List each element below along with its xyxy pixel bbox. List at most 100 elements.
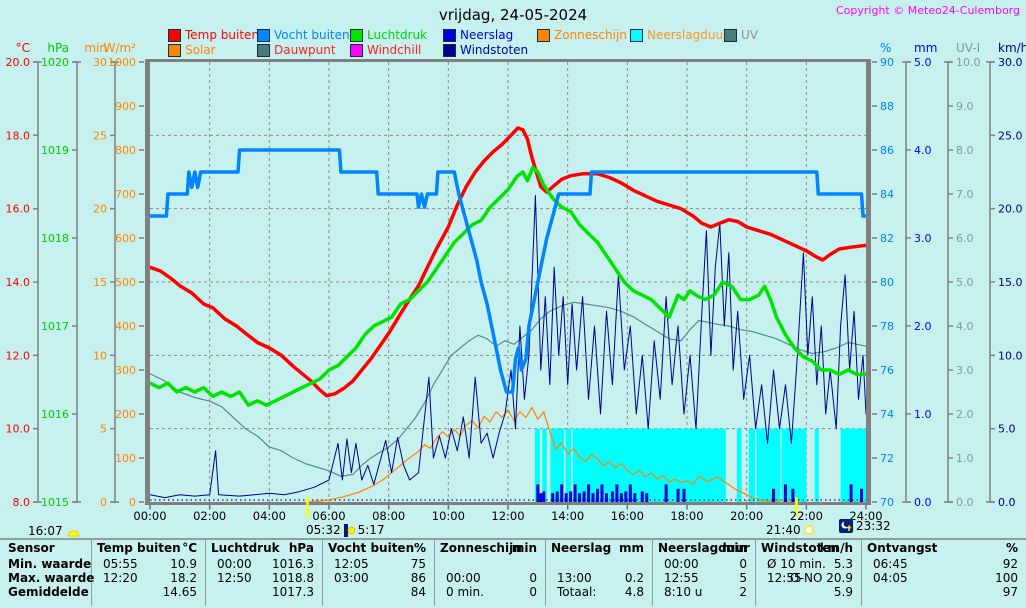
table-time-cell: 00:00 [217,557,252,571]
x-tick-label: 12:00 [491,509,524,523]
axis-Wm2 [139,61,144,503]
axis-tick-label-uvi: 1.0 [956,452,974,465]
precip-bar [600,484,604,502]
table-row-label: Min. waarde [8,557,92,571]
table-header-name: Neerslag [551,541,612,555]
table-value-cell: 1017.3 [272,585,314,599]
x-tick-label: 06:00 [312,509,345,523]
axis-tick-label-Wm2: 200 [115,408,136,421]
axis-tick-label-Wm2: 1000 [108,56,136,69]
table-column-separator [755,540,756,606]
axis-tick-label-uvi: 0.0 [956,496,974,509]
axis-tick-label-pct: 90 [880,56,894,69]
table-header-unit: °C [182,541,197,555]
axis-tick-label-min: 15 [93,276,107,289]
axis-tick-label-mm: 3.0 [914,232,932,245]
precip-bar [564,493,568,502]
legend-label: Luchtdruk [367,28,428,42]
table-time-cell: 0 min. [446,585,484,599]
axis-tick-label-C: 8.0 [13,496,31,509]
table-value-cell: 14.65 [162,585,197,599]
legend-label: Solar [185,43,216,57]
precip-bar [587,484,591,502]
precip-bar [783,484,787,502]
axis-title-pct: % [880,41,891,55]
legend-item-neerslagduur: Neerslagduur [630,29,728,42]
table-header-sensor: Sensor [8,541,55,555]
table-value-cell: 0.2 [624,571,644,585]
x-tick-label: 24:00 [849,509,882,523]
duration-block [814,428,819,502]
table-column-separator [434,540,435,606]
legend-label: Neerslag [460,28,514,42]
axis-tick-label-Wm2: 0 [129,496,136,509]
weather-chart: 8.010.012.014.016.018.020.0°C10151016101… [6,41,1026,523]
precip-bar [551,493,555,502]
series-solar [307,406,799,503]
table-column-separator [652,540,653,606]
axis-tick-label-kmh: 20.0 [998,203,1023,216]
table-header-name: Neerslagduur [658,541,750,555]
precip-bar [633,493,637,502]
x-tick-label: 04:00 [253,509,286,523]
table-header-name: Zonneschijn [440,541,522,555]
axis-tick-label-kmh: 30.0 [998,56,1023,69]
table-time-cell: 00:00 [664,557,699,571]
precip-bar [640,491,644,502]
series-line-dauwpunt [149,301,867,477]
table-value-cell: 5.3 [833,557,853,571]
axis-title-hPa: hPa [47,41,69,55]
axis-mm [902,61,911,503]
duration-block [736,428,742,502]
sunrise-icon [343,523,355,537]
axis-tick-label-kmh: 15.0 [998,276,1023,289]
legend-label: Zonneschijn [554,28,627,42]
axis-tick-label-mm: 5.0 [914,56,932,69]
precip-bar [624,491,628,502]
x-tick-label: 22:00 [790,509,823,523]
axis-min [110,61,119,503]
table-column-separator [91,540,92,606]
precip-bar [628,484,632,502]
axis-tick-label-kmh: 0.0 [998,496,1016,509]
table-header-unit: mm [618,541,644,555]
duration-block [542,428,547,502]
legend-swatch-icon [168,44,181,57]
table-row-label: Gemiddelde [8,585,89,599]
x-tick-label: 08:00 [372,509,405,523]
axis-tick-label-pct: 74 [880,408,894,421]
series-line-vocht [148,148,868,394]
table-time-cell: 12:50 [217,571,252,585]
axis-tick-label-uvi: 4.0 [956,320,974,333]
legend-item-neerslag: Neerslag [443,29,513,42]
axis-title-C: °C [16,41,30,55]
sunset-time-label: 21:40 [766,523,801,537]
table-value-cell: 0 [739,557,747,571]
legend-item-temp-buiten: Temp buiten [168,29,259,42]
page-title: vrijdag, 24-05-2024 [438,6,588,24]
axis-tick-label-Wm2: 600 [115,232,136,245]
legend-label: Dauwpunt [274,43,336,57]
axis-tick-label-kmh: 10.0 [998,349,1023,362]
x-tick-label: 10:00 [432,509,465,523]
legend-item-windchill: Windchill [350,44,421,57]
legend-swatch-icon [443,29,456,42]
axis-tick-label-pct: 80 [880,276,894,289]
axis-title-Wm2: W/m² [104,41,137,55]
axis-C [33,61,42,503]
legend-label: Neerslagduur [647,28,728,42]
series-line-solar [307,406,799,503]
legend-item-uv: UV [724,29,758,42]
duration-block [748,428,756,502]
table-value-cell: 2 [739,585,747,599]
precip-bar [604,493,608,502]
series-line-windstoten [149,195,867,499]
precip-bar [664,484,668,502]
axis-tick-label-uvi: 5.0 [956,276,974,289]
axis-pct [872,61,877,503]
precip-bar [610,491,614,502]
x-tick-label: 02:00 [193,509,226,523]
legend-label: Temp buiten [185,28,260,42]
legend-label: Windstoten [460,43,529,57]
table-column-separator [205,540,206,606]
